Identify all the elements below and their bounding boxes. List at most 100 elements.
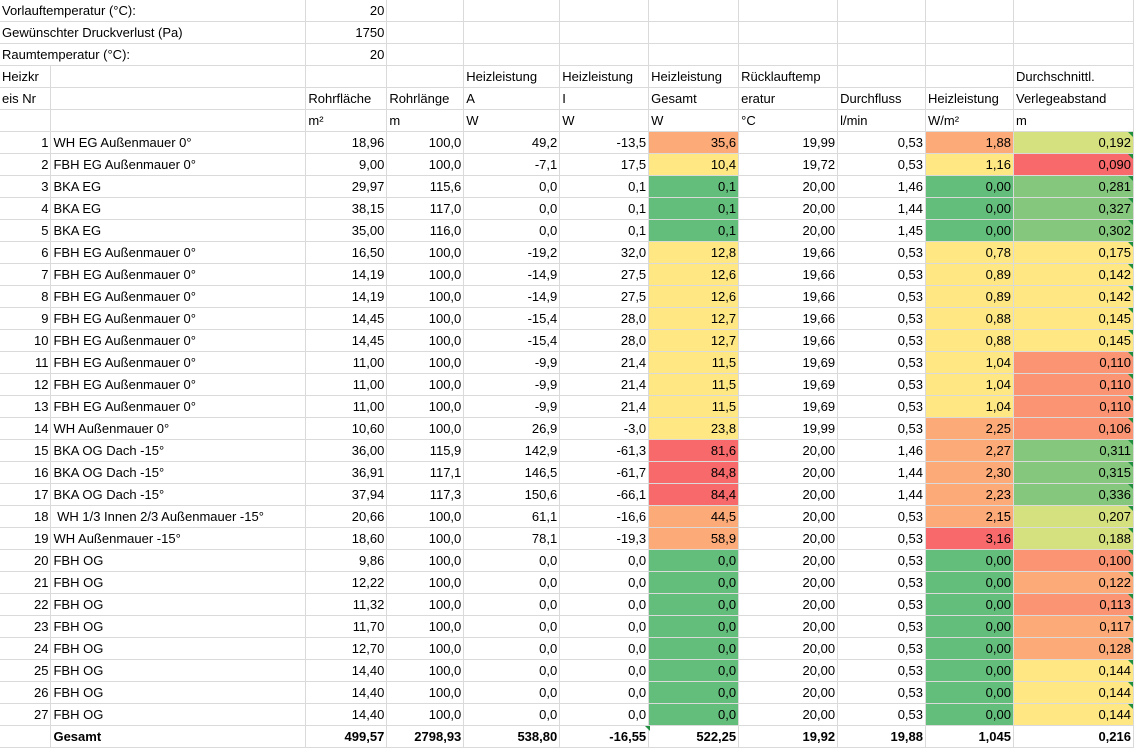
- wm2-cell[interactable]: 2,27: [925, 439, 1014, 462]
- a-cell[interactable]: 142,9: [463, 439, 561, 462]
- gesamt-cell[interactable]: 35,6: [648, 131, 740, 154]
- header-cell[interactable]: [50, 65, 307, 88]
- row-number-cell[interactable]: 4: [0, 197, 52, 220]
- durchfluss-cell[interactable]: 0,53: [837, 615, 927, 638]
- a-cell[interactable]: 0,0: [463, 681, 561, 704]
- total-laenge-cell[interactable]: 2798,93: [386, 725, 465, 748]
- laenge-cell[interactable]: 100,0: [386, 263, 465, 286]
- flaeche-cell[interactable]: 38,15: [305, 197, 388, 220]
- laenge-cell[interactable]: 100,0: [386, 417, 465, 440]
- ruecklauf-cell[interactable]: 20,00: [738, 505, 839, 528]
- i-cell[interactable]: 0,0: [559, 659, 650, 682]
- gesamt-cell[interactable]: 44,5: [648, 505, 740, 528]
- i-cell[interactable]: 28,0: [559, 329, 650, 352]
- param-label[interactable]: Gewünschter Druckverlust (Pa): [0, 21, 307, 44]
- gesamt-cell[interactable]: 0,1: [648, 197, 740, 220]
- i-cell[interactable]: -61,3: [559, 439, 650, 462]
- circuit-name-cell[interactable]: FBH OG: [50, 615, 307, 638]
- laenge-cell[interactable]: 100,0: [386, 395, 465, 418]
- abstand-cell[interactable]: 0,144: [1013, 659, 1134, 682]
- ruecklauf-cell[interactable]: 20,00: [738, 571, 839, 594]
- param-value[interactable]: 20: [305, 43, 388, 66]
- circuit-name-cell[interactable]: FBH EG Außenmauer 0°: [50, 241, 307, 264]
- wm2-cell[interactable]: 0,88: [925, 307, 1014, 330]
- circuit-name-cell[interactable]: BKA EG: [50, 197, 307, 220]
- total-abstand-cell[interactable]: 0,216: [1013, 725, 1134, 748]
- flaeche-cell[interactable]: 14,45: [305, 329, 388, 352]
- wm2-cell[interactable]: 1,04: [925, 395, 1014, 418]
- laenge-cell[interactable]: 100,0: [386, 571, 465, 594]
- a-cell[interactable]: 0,0: [463, 615, 561, 638]
- flaeche-cell[interactable]: 14,19: [305, 263, 388, 286]
- wm2-cell[interactable]: 2,30: [925, 461, 1014, 484]
- durchfluss-cell[interactable]: 0,53: [837, 307, 927, 330]
- laenge-cell[interactable]: 117,3: [386, 483, 465, 506]
- abstand-cell[interactable]: 0,113: [1013, 593, 1134, 616]
- ruecklauf-cell[interactable]: 19,99: [738, 417, 839, 440]
- flaeche-cell[interactable]: 11,32: [305, 593, 388, 616]
- a-cell[interactable]: -15,4: [463, 307, 561, 330]
- flaeche-cell[interactable]: 11,00: [305, 351, 388, 374]
- i-cell[interactable]: 0,1: [559, 197, 650, 220]
- wm2-cell[interactable]: 2,15: [925, 505, 1014, 528]
- gesamt-cell[interactable]: 0,0: [648, 615, 740, 638]
- circuit-name-cell[interactable]: FBH EG Außenmauer 0°: [50, 395, 307, 418]
- durchfluss-cell[interactable]: 1,45: [837, 219, 927, 242]
- circuit-name-cell[interactable]: BKA OG Dach -15°: [50, 461, 307, 484]
- laenge-cell[interactable]: 100,0: [386, 153, 465, 176]
- gesamt-cell[interactable]: 58,9: [648, 527, 740, 550]
- laenge-cell[interactable]: 100,0: [386, 241, 465, 264]
- i-cell[interactable]: 21,4: [559, 373, 650, 396]
- circuit-name-cell[interactable]: WH EG Außenmauer 0°: [50, 131, 307, 154]
- header-cell[interactable]: A: [463, 87, 561, 110]
- abstand-cell[interactable]: 0,311: [1013, 439, 1134, 462]
- durchfluss-cell[interactable]: 1,44: [837, 197, 927, 220]
- abstand-cell[interactable]: 0,110: [1013, 373, 1134, 396]
- i-cell[interactable]: 0,0: [559, 703, 650, 726]
- gesamt-cell[interactable]: 0,0: [648, 681, 740, 704]
- row-number-cell[interactable]: 1: [0, 131, 52, 154]
- durchfluss-cell[interactable]: 0,53: [837, 329, 927, 352]
- ruecklauf-cell[interactable]: 19,69: [738, 351, 839, 374]
- flaeche-cell[interactable]: 14,40: [305, 659, 388, 682]
- abstand-cell[interactable]: 0,117: [1013, 615, 1134, 638]
- a-cell[interactable]: 0,0: [463, 549, 561, 572]
- durchfluss-cell[interactable]: 0,53: [837, 593, 927, 616]
- flaeche-cell[interactable]: 18,60: [305, 527, 388, 550]
- flaeche-cell[interactable]: 10,60: [305, 417, 388, 440]
- wm2-cell[interactable]: 0,00: [925, 549, 1014, 572]
- circuit-name-cell[interactable]: FBH EG Außenmauer 0°: [50, 329, 307, 352]
- header-cell[interactable]: Heizleistung: [925, 87, 1014, 110]
- i-cell[interactable]: -3,0: [559, 417, 650, 440]
- laenge-cell[interactable]: 100,0: [386, 527, 465, 550]
- wm2-cell[interactable]: 0,00: [925, 659, 1014, 682]
- abstand-cell[interactable]: 0,192: [1013, 131, 1134, 154]
- abstand-cell[interactable]: 0,100: [1013, 549, 1134, 572]
- laenge-cell[interactable]: 100,0: [386, 659, 465, 682]
- circuit-name-cell[interactable]: FBH OG: [50, 703, 307, 726]
- unit-cell[interactable]: m: [386, 109, 465, 132]
- abstand-cell[interactable]: 0,122: [1013, 571, 1134, 594]
- gesamt-cell[interactable]: 12,6: [648, 263, 740, 286]
- durchfluss-cell[interactable]: 0,53: [837, 703, 927, 726]
- total-i-cell[interactable]: -16,55: [559, 725, 650, 748]
- header-cell[interactable]: I: [559, 87, 650, 110]
- durchfluss-cell[interactable]: 0,53: [837, 395, 927, 418]
- circuit-name-cell[interactable]: FBH OG: [50, 593, 307, 616]
- circuit-name-cell[interactable]: FBH EG Außenmauer 0°: [50, 285, 307, 308]
- wm2-cell[interactable]: 2,23: [925, 483, 1014, 506]
- a-cell[interactable]: 0,0: [463, 659, 561, 682]
- row-number-cell[interactable]: 8: [0, 285, 52, 308]
- a-cell[interactable]: 0,0: [463, 637, 561, 660]
- wm2-cell[interactable]: 0,89: [925, 263, 1014, 286]
- gesamt-cell[interactable]: 84,8: [648, 461, 740, 484]
- circuit-name-cell[interactable]: FBH OG: [50, 659, 307, 682]
- durchfluss-cell[interactable]: 0,53: [837, 351, 927, 374]
- header-cell[interactable]: [386, 65, 465, 88]
- row-number-cell[interactable]: 7: [0, 263, 52, 286]
- i-cell[interactable]: 21,4: [559, 351, 650, 374]
- ruecklauf-cell[interactable]: 20,00: [738, 593, 839, 616]
- a-cell[interactable]: 26,9: [463, 417, 561, 440]
- gesamt-cell[interactable]: 0,0: [648, 549, 740, 572]
- row-number-cell[interactable]: 13: [0, 395, 52, 418]
